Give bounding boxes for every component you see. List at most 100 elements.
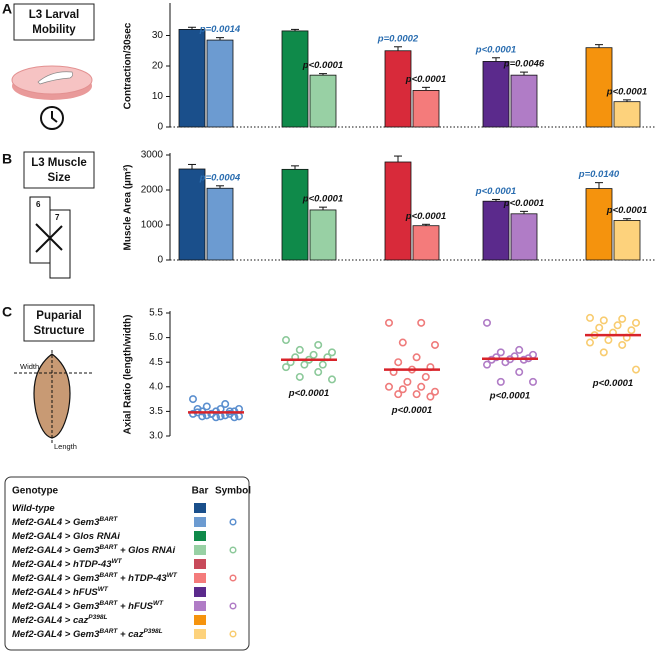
scatter-point — [384, 318, 393, 327]
scatter-point — [482, 318, 491, 327]
legend-label: Mef2-GAL4 > hFUSWT — [12, 586, 109, 598]
legend-symbol — [229, 574, 237, 582]
bar — [178, 28, 206, 128]
legend-label-text: Wild-type — [12, 503, 55, 514]
scatter-point — [295, 372, 304, 381]
scatter-point — [314, 340, 323, 349]
y-tick-label: 4.5 — [149, 357, 163, 368]
bar — [281, 30, 309, 128]
y-tick-label: 30 — [152, 30, 164, 41]
legend-label-sup: P398L — [143, 628, 162, 635]
panel-letter: A — [2, 1, 12, 17]
y-tick-label: 3000 — [141, 150, 164, 161]
legend-box — [4, 476, 250, 651]
p-value-label: p<0.0001 — [391, 405, 432, 416]
panel-box — [23, 151, 95, 189]
legend-label-text: + hTDP-43 — [117, 573, 167, 584]
legend-label: Mef2-GAL4 > Gem3BART + Glos RNAi — [12, 544, 175, 556]
legend-label-text: Mef2-GAL4 > hTDP-43 — [12, 559, 112, 570]
panel-box — [13, 3, 95, 41]
panel-letter: C — [2, 304, 12, 320]
legend-swatch — [194, 601, 206, 611]
scatter-point — [585, 313, 594, 322]
panel-letter: B — [2, 151, 12, 167]
legend-header: Genotype — [12, 486, 59, 497]
scatter-point — [496, 348, 505, 357]
y-tick-label: 3.0 — [149, 431, 163, 442]
scatter-point — [394, 358, 403, 367]
y-tick-label: 0 — [157, 122, 163, 133]
p-value-label: p<0.0001 — [405, 211, 446, 222]
p-value-label: p=0.0004 — [199, 172, 241, 183]
scatter-point — [318, 360, 327, 369]
legend-symbol — [229, 518, 237, 526]
bar — [412, 90, 440, 128]
p-value-label: p<0.0001 — [302, 60, 343, 71]
y-tick-label: 10 — [152, 91, 164, 102]
scatter-point — [417, 382, 426, 391]
p-value-label: p<0.0001 — [475, 186, 516, 197]
scatter-point — [421, 372, 430, 381]
legend-symbol — [229, 602, 237, 610]
legend-label-text: Mef2-GAL4 > Gem3 — [12, 629, 100, 640]
p-value-label: p=0.0140 — [578, 169, 620, 180]
nerve-icon — [35, 223, 63, 253]
legend-label-text: Mef2-GAL4 > caz — [12, 615, 89, 626]
scatter-point — [384, 382, 393, 391]
muscle-label: 7 — [55, 213, 60, 222]
clock-icon — [40, 106, 64, 130]
bar — [281, 168, 309, 261]
legend-swatch — [194, 573, 206, 583]
y-tick-label: 0 — [157, 255, 163, 266]
scatter-point — [300, 360, 309, 369]
scatter-point — [309, 350, 318, 359]
scatter-point — [295, 345, 304, 354]
y-tick-label: 20 — [152, 61, 164, 72]
bar — [384, 50, 412, 128]
legend-label-text: Mef2-GAL4 > Glos RNAi — [12, 531, 120, 542]
legend-swatch — [194, 559, 206, 569]
y-tick-label: 2000 — [141, 185, 164, 196]
legend-label: Mef2-GAL4 > Gem3BART + hTDP-43WT — [12, 572, 178, 584]
p-value-label: p<0.0001 — [503, 198, 544, 209]
legend-label-sup: WT — [167, 572, 178, 579]
legend-label: Mef2-GAL4 > hTDP-43WT — [12, 558, 123, 570]
scatter-point — [221, 400, 230, 409]
bar — [178, 168, 206, 261]
scatter-point — [417, 318, 426, 327]
scatter-point — [618, 340, 627, 349]
legend-label-text: + caz — [117, 629, 143, 640]
y-tick-label: 5.0 — [149, 332, 163, 343]
legend-label-sup: BART — [99, 628, 118, 635]
scatter-point — [515, 368, 524, 377]
scatter-point — [631, 365, 640, 374]
scatter-point — [595, 323, 604, 332]
legend-swatch — [194, 587, 206, 597]
bar — [482, 200, 510, 261]
clock-icon — [51, 111, 58, 123]
p-value-label: p<0.0001 — [606, 86, 647, 97]
legend-label-sup: WT — [112, 558, 123, 565]
panel-title: Puparial — [36, 310, 81, 322]
bar — [510, 74, 538, 128]
legend-label-sup: BART — [99, 516, 118, 523]
scatter-point — [398, 338, 407, 347]
bar — [412, 225, 440, 261]
legend-swatch — [194, 545, 206, 555]
scatter-point — [515, 345, 524, 354]
scatter-point — [412, 353, 421, 362]
bar — [309, 209, 337, 261]
bar — [585, 188, 613, 261]
bar — [510, 213, 538, 261]
y-tick-label: 3.5 — [149, 406, 163, 417]
legend-label-sup: BART — [99, 572, 118, 579]
scatter-point — [202, 402, 211, 411]
panel-title: Size — [47, 172, 70, 184]
legend-symbol — [229, 546, 237, 554]
pupa-label: Length — [54, 442, 77, 451]
y-tick-label: 5.5 — [149, 308, 163, 319]
legend-label: Mef2-GAL4 > Glos RNAi — [12, 531, 120, 542]
legend-label-sup: BART — [99, 544, 118, 551]
y-tick-label: 1000 — [141, 220, 164, 231]
scatter-point — [430, 387, 439, 396]
